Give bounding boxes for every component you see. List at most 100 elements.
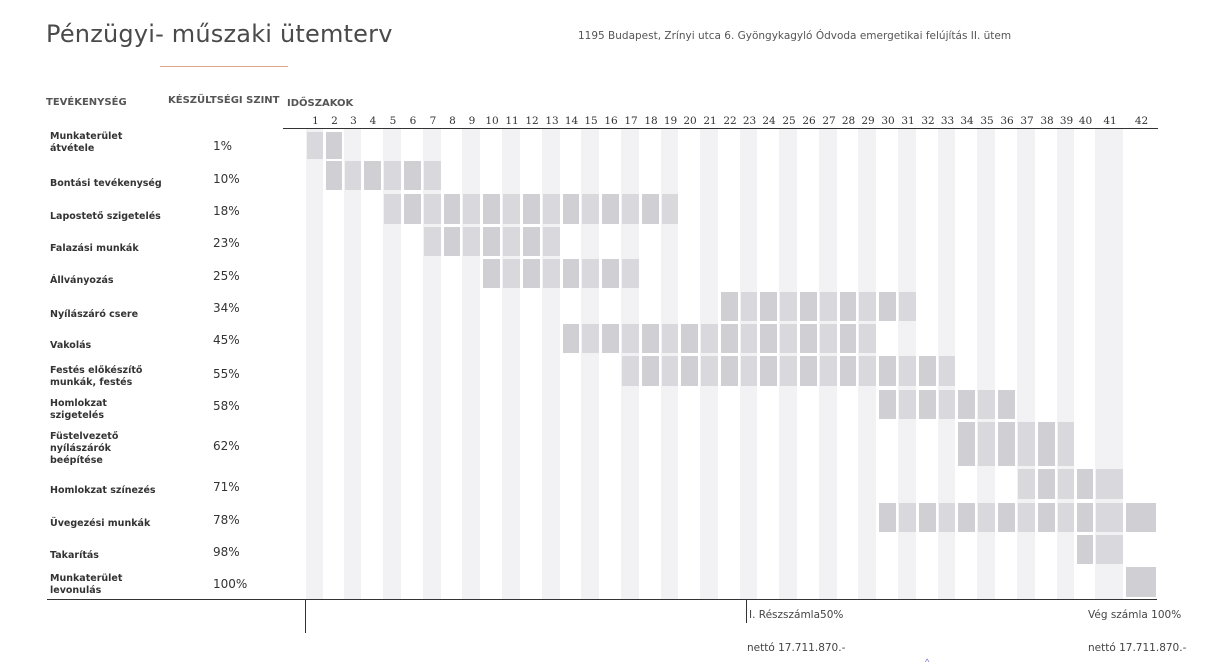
activity-label: Üvegezési munkák [50,518,170,530]
activity-label: Vakolás [50,340,170,352]
completion-value: 34% [213,301,240,315]
gantt-bar-cell [958,422,975,466]
completion-value: 1% [213,139,233,153]
gantt-bar-cell [760,324,777,353]
period-label: 5 [390,115,397,127]
period-label: 25 [782,115,795,127]
activity-label-line: átvétele [50,143,95,154]
gantt-bar-cell [840,292,856,321]
gantt-bar-cell [662,194,678,224]
gantt-bar-cell [978,390,995,419]
gantt-bar-cell [444,194,460,224]
gantt-bar-cell [820,356,837,386]
gantt-bar-cell [1096,503,1123,532]
gantt-bar-cell [879,503,896,532]
gantt-bar-cell [563,194,579,224]
completion-value: 18% [213,204,240,218]
gantt-bar-cell [879,390,896,419]
gantt-bar-cell [662,324,678,353]
period-label: 21 [703,115,716,127]
period-label: 37 [1020,115,1033,127]
completion-value: 78% [213,513,240,527]
period-label: 6 [410,115,417,127]
gantt-bar-cell [364,161,381,190]
completion-value: 98% [213,545,240,559]
caret-icon: ^ [925,657,930,667]
period-label: 38 [1040,115,1053,127]
period-label: 29 [861,115,874,127]
period-label: 27 [822,115,835,127]
gantt-bar-cell [978,422,995,466]
gantt-bar-cell [424,161,441,190]
gantt-bar-cell [1077,503,1093,532]
period-label: 10 [485,115,498,127]
gantt-bar-cell [642,324,659,353]
gantt-bar-cell [859,292,876,321]
gantt-bar-cell [622,324,639,353]
gantt-bar-cell [307,132,323,159]
period-label: 26 [802,115,816,127]
gantt-bar-cell [939,390,955,419]
gantt-bar-cell [622,194,639,224]
gantt-bar-cell [563,324,579,353]
gantt-bar-cell [1096,469,1123,499]
gantt-bar-cell [1126,503,1156,532]
completion-value: 100% [213,577,248,591]
gantt-bar-cell [602,324,619,353]
gantt-bar-cell [463,194,480,224]
milestone-marker [746,599,747,623]
activity-label-line: Bontási tevékenység [50,178,162,189]
gantt-bar-cell [800,292,817,321]
gantt-bar-cell [1018,422,1035,466]
gantt-bar-cell [1038,503,1055,532]
gantt-bar-cell [602,194,619,224]
gantt-bar-cell [622,259,639,288]
period-label: 8 [449,115,456,127]
period-label: 30 [881,115,894,127]
gantt-bar-cell [582,259,599,288]
gantt-bar-cell [701,356,718,386]
gantt-bar-cell [840,356,856,386]
activity-label: Állványozás [50,275,170,287]
gantt-bar-cell [582,194,599,224]
period-label: 42 [1135,115,1148,127]
period-label: 39 [1060,115,1073,127]
activity-label-line: szigetelés [50,410,105,421]
period-label: 2 [331,115,338,127]
period-label: 32 [921,115,934,127]
activity-label-line: nyílászárók [50,443,112,454]
gantt-bar-cell [463,227,480,256]
gantt-bar-cell [919,503,936,532]
gantt-bar-cell [998,422,1015,466]
milestone-2-label: Vég számla 100% [1088,609,1182,621]
period-label: 11 [505,115,518,127]
period-label: 31 [901,115,914,127]
gantt-bar-cell [998,390,1015,419]
activity-label-line: munkák, festés [50,377,133,388]
gantt-bar-cell [1096,535,1123,564]
completion-value: 58% [213,399,240,413]
period-label: 17 [624,115,637,127]
gantt-bar-cell [384,161,401,190]
gantt-bar-cell [1077,535,1093,564]
gantt-bar-cell [939,503,955,532]
activity-label-line: Munkaterület [50,573,123,584]
period-label: 35 [980,115,993,127]
period-label: 13 [545,115,558,127]
activity-label-line: Nyílászáró csere [50,309,139,320]
activity-label: Homlokzat szigetelés [50,398,170,422]
gantt-bar-cell [721,292,738,321]
gantt-bar-cell [741,324,757,353]
gantt-bar-cell [721,324,738,353]
gantt-bar-cell [543,227,560,256]
gantt-bar-cell [1077,469,1093,499]
activity-label: Munkaterület levonulás [50,573,170,597]
period-label: 12 [525,115,538,127]
periods-column-header: IDŐSZAKOK [287,98,354,109]
gantt-bar-cell [622,356,639,386]
gantt-bar-cell [939,356,955,386]
gantt-bar-cell [642,194,659,224]
period-stripe [383,129,401,599]
gantt-bar-cell [840,324,856,353]
